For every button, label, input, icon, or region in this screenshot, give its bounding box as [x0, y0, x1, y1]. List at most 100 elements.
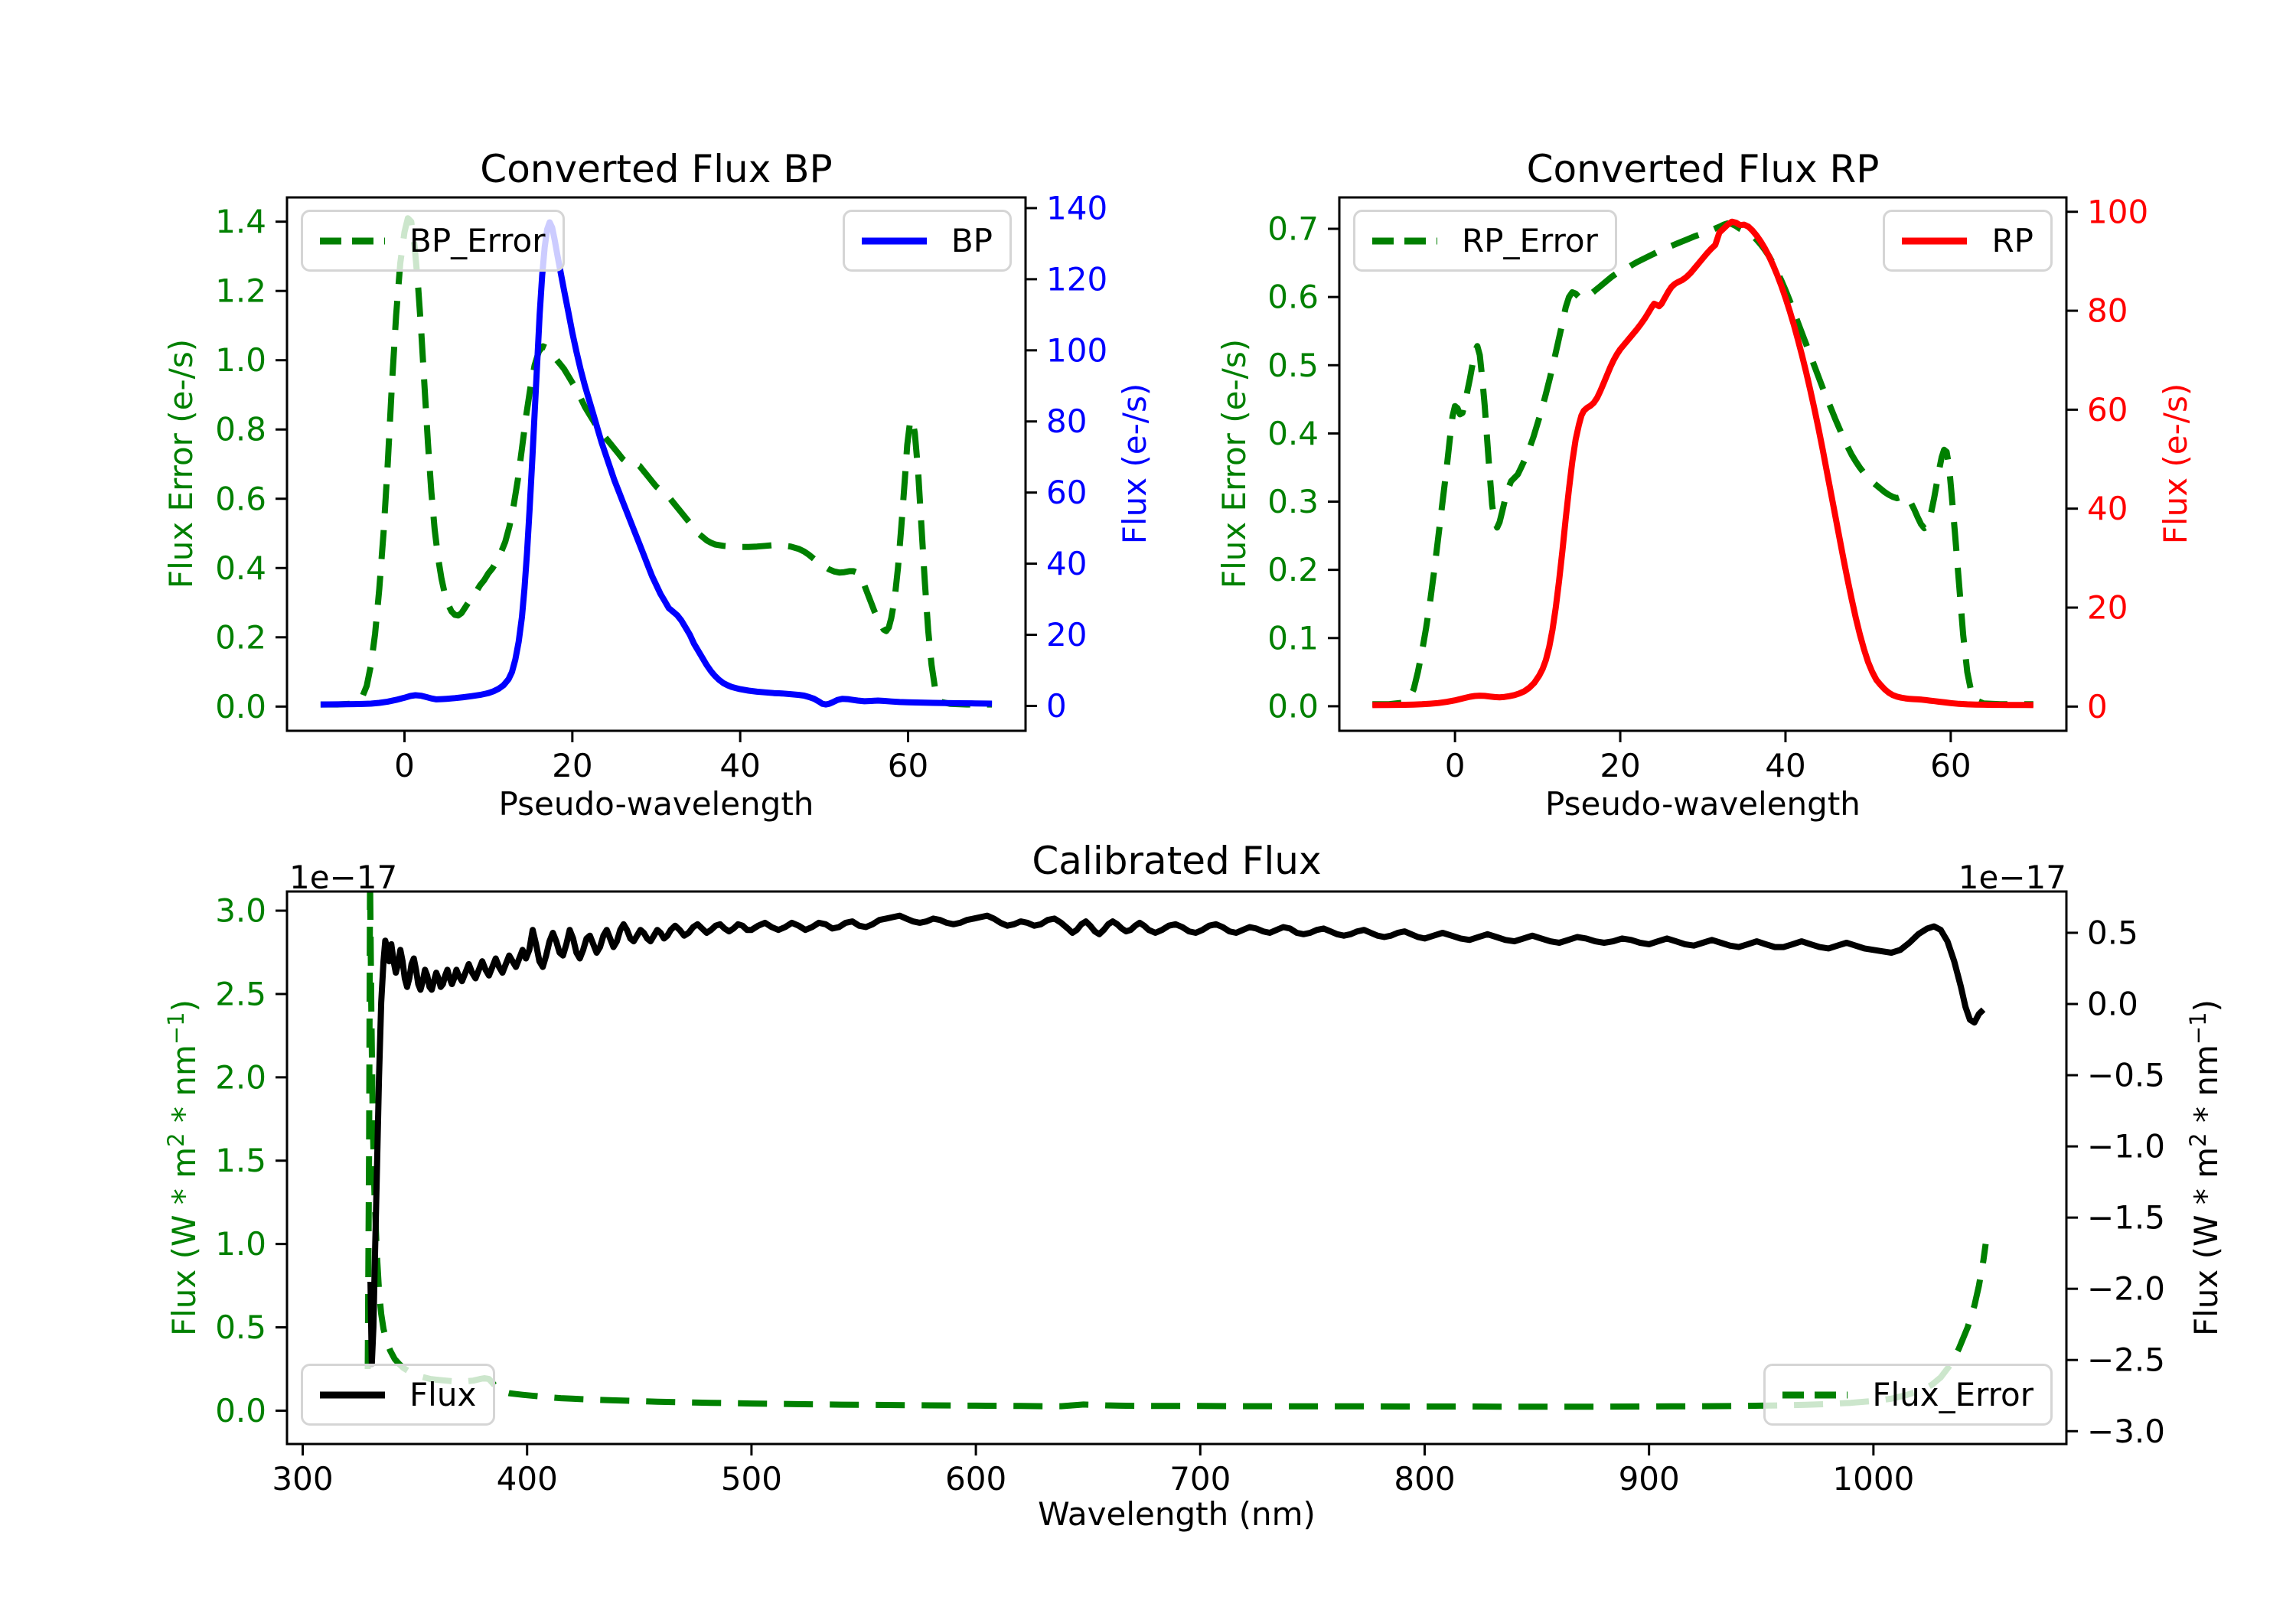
y-tick-label-left: 0.4 [1267, 415, 1319, 452]
ylabel-text: ) [165, 999, 203, 1012]
ylabel-text: * nm [165, 1045, 203, 1133]
x-tick-label: 500 [721, 1460, 782, 1498]
xlabel-pseudo-wavelength-rp: Pseudo-wavelength [1545, 785, 1861, 823]
legend-line-dashed-green-icon [1782, 1391, 1848, 1398]
legend-bp: BP [842, 210, 1012, 272]
legend-label: Flux [409, 1376, 477, 1413]
x-tick-label: 700 [1169, 1460, 1231, 1498]
y-tick-label-left: 0.6 [215, 480, 266, 517]
y-tick-label-right: −3.0 [2087, 1413, 2165, 1450]
y-tick-label-left: 0.7 [1267, 210, 1319, 248]
x-tick-label: 300 [272, 1460, 333, 1498]
y-tick-label-left: 0.2 [1267, 551, 1319, 588]
y-tick-label-right: −0.5 [2087, 1057, 2165, 1094]
x-tick-label: 60 [1930, 747, 1971, 784]
x-tick-label: 20 [552, 747, 592, 784]
y-tick-label-right: 0.5 [2087, 914, 2138, 951]
y-tick-label-left: 0.8 [215, 411, 266, 448]
xlabel-pseudo-wavelength-bp: Pseudo-wavelength [498, 785, 814, 823]
axes-spines [1338, 196, 2068, 732]
legend-line-solid-black-icon [320, 1391, 385, 1398]
series-bp-error [320, 215, 993, 708]
y-tick-label-left: 0.2 [215, 618, 266, 656]
y-tick-label-left: 0.6 [1267, 279, 1319, 316]
y-tick-label-right: 0 [2087, 688, 2108, 725]
ylabel-sup: −1 [163, 1012, 189, 1045]
series-group-1 [1372, 218, 2033, 709]
y-tick-label-right: 0 [1046, 687, 1067, 725]
y-tick-label-left: 0.0 [215, 1392, 266, 1429]
y-tick-label-left: 0.0 [215, 688, 266, 725]
y-tick-label-left: 1.2 [215, 272, 266, 310]
legend-label: Flux_Error [1872, 1376, 2033, 1413]
ylabel-sup: −1 [2185, 1012, 2211, 1045]
x-tick-label: 40 [1765, 747, 1805, 784]
y-tick-label-left: 3.0 [215, 892, 266, 930]
y-tick-label-left: 0.3 [1267, 483, 1319, 520]
y-tick-label-right: −1.0 [2087, 1128, 2165, 1165]
y-tick-label-right: 140 [1046, 189, 1107, 227]
x-tick-label: 20 [1600, 747, 1640, 784]
y-tick-label-right: 40 [1046, 545, 1087, 582]
ylabel-cal-flux-left: Flux (W * m2 * nm−1) [158, 862, 203, 1474]
y-tick-label-right: 0.0 [2087, 986, 2138, 1023]
x-tick-label: 600 [945, 1460, 1006, 1498]
title-converted-flux-bp: Converted Flux BP [480, 147, 833, 191]
legend-label: BP [951, 222, 993, 259]
y-tick-label-right: 60 [2087, 391, 2128, 429]
y-tick-label-right: 40 [2087, 490, 2128, 527]
y-tick-label-left: 0.5 [1267, 347, 1319, 384]
y-tick-label-right: 100 [2087, 193, 2148, 230]
y-tick-label-right: −2.5 [2087, 1341, 2165, 1379]
ylabel-text: Flux (W * m [165, 1146, 203, 1337]
series-flux-error [364, 892, 1989, 1410]
y-tick-label-left: 0.5 [215, 1309, 266, 1346]
ylabel-sup: 2 [2185, 1133, 2211, 1147]
x-tick-label: 40 [719, 747, 760, 784]
legend-label: BP_Error [409, 222, 546, 259]
axes-spines [285, 890, 2068, 1446]
y-tick-label-right: 20 [1046, 616, 1087, 654]
y-tick-label-right: 60 [1046, 474, 1087, 511]
legend-flux: Flux [301, 1364, 496, 1426]
series-group-0 [320, 215, 993, 708]
x-tick-label: 0 [394, 747, 415, 784]
legend-line-solid-red-icon [1902, 237, 1968, 244]
xlabel-wavelength-nm: Wavelength (nm) [1038, 1495, 1316, 1533]
y-tick-label-right: 80 [1046, 403, 1087, 440]
y-tick-label-right: 80 [2087, 292, 2128, 330]
series-flux [367, 912, 1986, 1367]
y-tick-label-right: 120 [1046, 260, 1107, 298]
x-tick-label: 1000 [1832, 1460, 1914, 1498]
ylabel-bp-flux-error: Flux Error (e-/s) [162, 338, 200, 589]
offset-text-1e-17-right: 1e−17 [1958, 859, 2066, 896]
y-tick-label-left: 0.0 [1267, 687, 1319, 725]
series-group-2 [364, 892, 1989, 1410]
ylabel-text: ) [2187, 999, 2225, 1012]
x-tick-label: 0 [1445, 747, 1466, 784]
ylabel-cal-flux-right: Flux (W * m2 * nm−1) [2180, 862, 2225, 1474]
legend-label: RP [1991, 222, 2033, 259]
y-tick-label-right: 100 [1046, 331, 1107, 369]
series-bp [320, 219, 993, 708]
y-tick-label-left: 0.1 [1267, 619, 1319, 657]
ylabel-rp-flux: Flux (e-/s) [2157, 383, 2194, 545]
x-tick-label: 900 [1619, 1460, 1680, 1498]
y-tick-label-left: 2.5 [215, 975, 266, 1012]
axes-spines [285, 196, 1027, 732]
series-rp-error [1372, 220, 2033, 708]
ylabel-text: * nm [2187, 1045, 2225, 1133]
y-tick-label-left: 1.0 [215, 1225, 266, 1263]
legend-rp: RP [1883, 210, 2053, 272]
y-tick-label-right: 20 [2087, 589, 2128, 627]
y-tick-label-right: −2.0 [2087, 1270, 2165, 1308]
offset-text-1e-17-left: 1e−17 [289, 859, 398, 896]
y-tick-label-left: 1.0 [215, 341, 266, 379]
x-tick-label: 800 [1394, 1460, 1455, 1498]
legend-line-solid-blue-icon [861, 237, 927, 244]
legend-label: RP_Error [1462, 222, 1598, 259]
ylabel-bp-flux: Flux (e-/s) [1116, 383, 1153, 545]
y-tick-label-left: 1.4 [215, 203, 266, 240]
